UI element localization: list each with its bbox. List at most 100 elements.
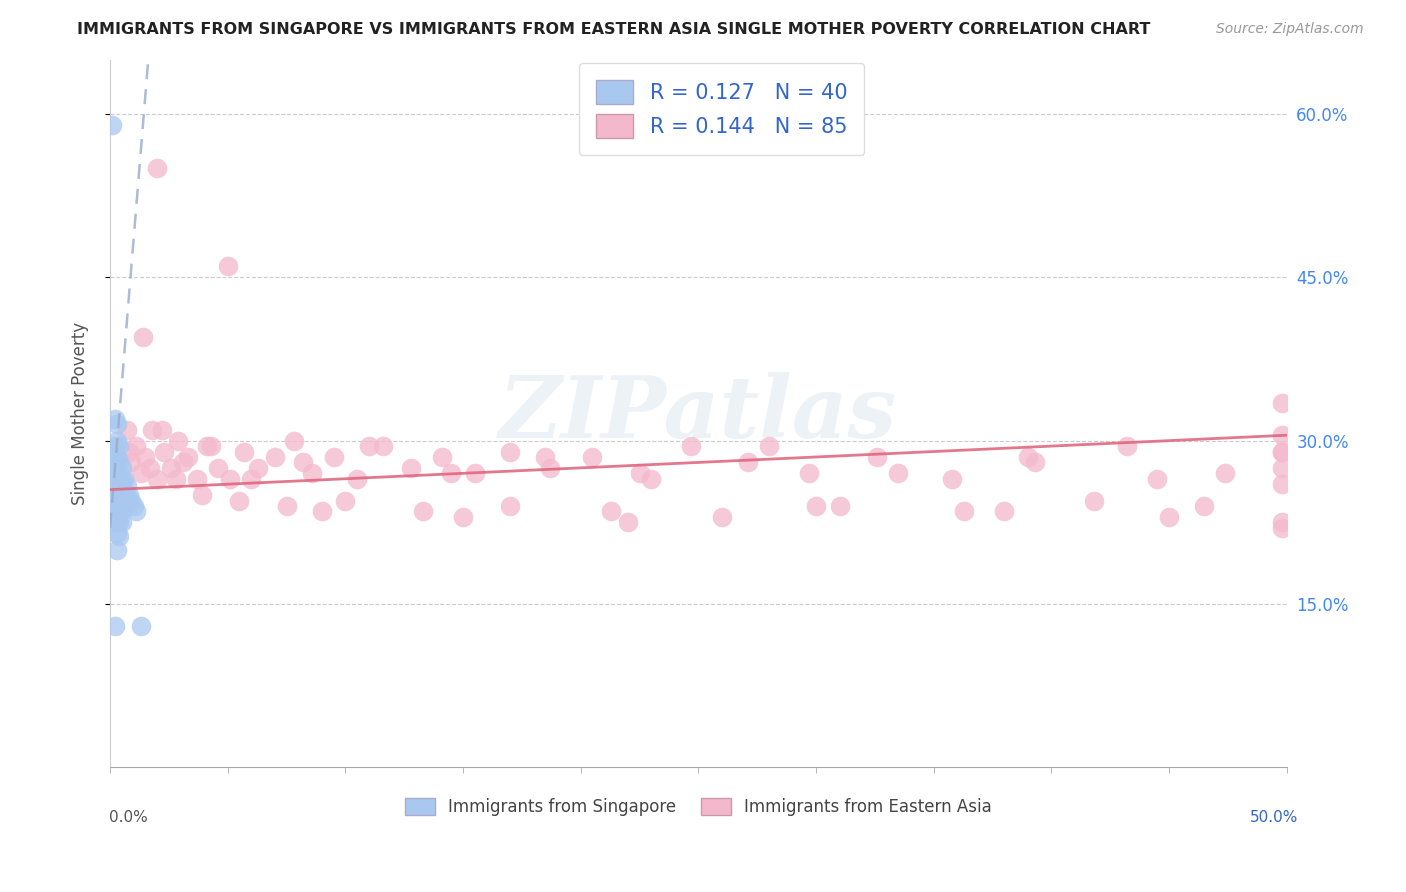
Point <box>108 472 131 486</box>
Point <box>111 501 134 516</box>
Point <box>112 472 135 486</box>
Point <box>357 439 380 453</box>
Point <box>219 472 242 486</box>
Point <box>1024 455 1046 469</box>
Point <box>758 439 780 453</box>
Point <box>451 509 474 524</box>
Point <box>105 450 128 464</box>
Point <box>866 450 889 464</box>
Point <box>371 439 394 453</box>
Point <box>186 472 208 486</box>
Point <box>104 504 127 518</box>
Point <box>108 501 131 516</box>
Point <box>129 618 152 632</box>
Point <box>104 412 127 426</box>
Point <box>160 461 183 475</box>
Point <box>118 444 141 458</box>
Point <box>217 260 239 274</box>
Point <box>111 475 134 489</box>
Point <box>167 434 190 448</box>
Point <box>108 529 131 543</box>
Point <box>616 516 638 530</box>
Point <box>111 516 134 530</box>
Point <box>538 461 561 475</box>
Point <box>150 423 173 437</box>
Point <box>600 504 623 518</box>
Point <box>105 450 128 464</box>
Point <box>283 434 305 448</box>
Point <box>263 450 285 464</box>
Point <box>200 439 222 453</box>
Point <box>177 450 200 464</box>
Point <box>233 444 256 458</box>
Point <box>134 450 156 464</box>
Point <box>640 472 662 486</box>
Point <box>112 501 135 516</box>
Point <box>122 499 145 513</box>
Point <box>1271 521 1294 535</box>
Point <box>1146 472 1168 486</box>
Point <box>228 493 250 508</box>
Point <box>129 467 152 481</box>
Point <box>534 450 557 464</box>
Y-axis label: Single Mother Poverty: Single Mother Poverty <box>72 322 89 505</box>
Point <box>207 461 229 475</box>
Text: Source: ZipAtlas.com: Source: ZipAtlas.com <box>1216 22 1364 37</box>
Point <box>104 516 127 530</box>
Point <box>628 467 651 481</box>
Point <box>105 467 128 481</box>
Point <box>499 444 522 458</box>
Point <box>111 488 134 502</box>
Point <box>104 488 127 502</box>
Point <box>1271 461 1294 475</box>
Point <box>115 493 138 508</box>
Point <box>105 526 128 541</box>
Point <box>401 461 423 475</box>
Point <box>301 467 323 481</box>
Point <box>118 488 141 502</box>
Point <box>440 467 463 481</box>
Point <box>797 467 820 481</box>
Point <box>108 486 131 500</box>
Point <box>412 504 434 518</box>
Point <box>737 455 759 469</box>
Point <box>804 499 827 513</box>
Point <box>191 488 214 502</box>
Point <box>104 455 127 469</box>
Point <box>1271 477 1294 491</box>
Point <box>146 472 169 486</box>
Point <box>101 118 124 132</box>
Point <box>105 512 128 526</box>
Point <box>1115 439 1137 453</box>
Point <box>464 467 486 481</box>
Text: 0.0%: 0.0% <box>108 810 148 825</box>
Point <box>105 483 128 497</box>
Point <box>105 499 128 513</box>
Point <box>276 499 298 513</box>
Point <box>108 439 131 453</box>
Point <box>993 504 1015 518</box>
Point <box>240 472 263 486</box>
Point <box>346 472 368 486</box>
Point <box>710 509 733 524</box>
Point <box>120 493 142 508</box>
Point <box>132 330 155 344</box>
Point <box>1271 428 1294 442</box>
Point <box>104 472 127 486</box>
Point <box>1271 516 1294 530</box>
Point <box>115 423 138 437</box>
Point <box>828 499 851 513</box>
Text: IMMIGRANTS FROM SINGAPORE VS IMMIGRANTS FROM EASTERN ASIA SINGLE MOTHER POVERTY : IMMIGRANTS FROM SINGAPORE VS IMMIGRANTS … <box>77 22 1150 37</box>
Point <box>108 516 131 530</box>
Point <box>125 439 148 453</box>
Point <box>105 434 128 448</box>
Point <box>1215 467 1237 481</box>
Point <box>172 455 194 469</box>
Point <box>292 455 315 469</box>
Point <box>681 439 703 453</box>
Point <box>311 504 333 518</box>
Point <box>139 461 162 475</box>
Point <box>125 504 148 518</box>
Point <box>1083 493 1105 508</box>
Point <box>120 455 142 469</box>
